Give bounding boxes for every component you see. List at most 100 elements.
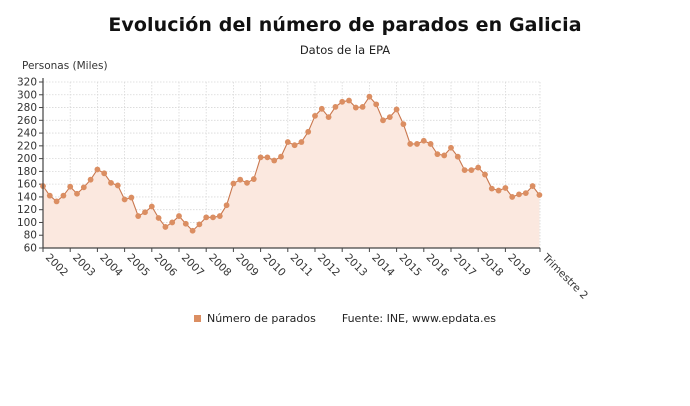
- y-tick-label: 80: [24, 230, 37, 242]
- data-point: [414, 141, 420, 147]
- data-point: [516, 191, 522, 198]
- data-point: [135, 213, 142, 219]
- x-tick-label: 2010: [260, 252, 287, 279]
- x-tick-label: 2007: [179, 252, 206, 279]
- y-tick-label: 260: [17, 115, 37, 127]
- data-point: [373, 101, 380, 108]
- data-point: [502, 185, 509, 191]
- data-point: [94, 166, 101, 173]
- y-tick-label: 60: [24, 243, 37, 255]
- data-point: [230, 180, 237, 187]
- data-point: [298, 139, 305, 145]
- data-point: [536, 192, 543, 198]
- x-tick-label: 2016: [424, 252, 452, 280]
- y-tick-label: 220: [17, 140, 37, 152]
- data-point: [420, 137, 427, 144]
- x-tick-label: 2003: [70, 252, 97, 279]
- data-point: [189, 227, 196, 234]
- source-note: Fuente: INE, www.epdata.es: [341, 312, 496, 325]
- data-point: [264, 154, 271, 161]
- data-point: [488, 185, 495, 192]
- x-tick-label: 2002: [43, 252, 70, 279]
- legend-label: Número de parados: [206, 312, 316, 325]
- data-point: [305, 128, 312, 135]
- data-point: [400, 121, 407, 128]
- x-tick-label: 2018: [478, 252, 505, 279]
- data-point: [325, 114, 332, 121]
- data-point: [284, 139, 291, 145]
- x-tick-label: 2015: [396, 252, 423, 279]
- y-tick-label: 240: [17, 128, 37, 140]
- data-point: [312, 112, 318, 119]
- data-point: [121, 196, 128, 203]
- data-point: [482, 171, 488, 178]
- data-point: [203, 214, 210, 221]
- data-point: [454, 153, 461, 160]
- data-point: [441, 152, 448, 159]
- x-tick-label: 2006: [152, 252, 180, 280]
- data-point: [509, 194, 516, 200]
- y-tick-label: 280: [17, 102, 37, 114]
- data-point: [114, 182, 121, 189]
- data-point: [257, 154, 264, 161]
- y-tick-label: 300: [17, 89, 37, 101]
- data-point: [155, 215, 162, 221]
- data-point: [237, 176, 244, 183]
- data-point: [87, 176, 94, 183]
- data-point: [495, 187, 502, 194]
- y-tick-label: 100: [17, 217, 37, 229]
- data-point: [448, 144, 454, 151]
- data-point: [529, 183, 536, 189]
- data-point: [352, 104, 359, 111]
- data-point: [60, 192, 67, 199]
- data-point: [427, 141, 434, 147]
- x-tick-label: 2009: [233, 252, 260, 279]
- data-point: [250, 176, 257, 182]
- data-point: [434, 151, 441, 158]
- data-point: [346, 97, 352, 104]
- y-tick-label: 160: [17, 179, 37, 191]
- data-point: [407, 141, 414, 147]
- y-tick-label: 120: [17, 204, 37, 216]
- x-tick-label: 2008: [206, 252, 233, 279]
- data-point: [67, 183, 74, 190]
- data-point: [475, 164, 482, 171]
- x-tick-label: Trimestre 2: [539, 251, 590, 302]
- x-tick-label: 2019: [505, 252, 532, 279]
- chart-subtitle: Datos de la EPA: [299, 43, 391, 57]
- legend-square-icon: [193, 315, 201, 322]
- data-point: [176, 213, 182, 219]
- data-point: [216, 213, 223, 219]
- data-point: [461, 167, 468, 174]
- y-tick-label: 320: [17, 77, 37, 89]
- data-point: [522, 190, 529, 196]
- data-point: [223, 202, 230, 209]
- data-point: [128, 194, 135, 201]
- area-fill: [43, 96, 540, 248]
- data-point: [53, 198, 60, 205]
- data-point: [148, 203, 155, 210]
- data-point: [271, 157, 278, 164]
- y-axis-label: Personas (Miles): [22, 60, 108, 72]
- data-point: [380, 117, 386, 124]
- data-point: [210, 214, 216, 221]
- data-point: [468, 167, 475, 174]
- data-point: [108, 179, 114, 186]
- x-tick-label: 2012: [315, 252, 342, 279]
- data-point: [339, 98, 346, 105]
- x-tick-label: 2004: [97, 252, 125, 280]
- data-point: [278, 153, 284, 160]
- data-point: [142, 209, 148, 216]
- data-point: [366, 93, 373, 100]
- x-tick-label: 2011: [288, 252, 315, 279]
- data-point: [101, 170, 108, 177]
- data-point: [318, 105, 325, 112]
- data-point: [393, 106, 400, 113]
- data-point: [386, 114, 393, 121]
- data-point: [359, 104, 366, 110]
- x-tick-label: 2013: [342, 252, 369, 279]
- data-point: [46, 192, 53, 199]
- x-tick-label: 2014: [369, 252, 397, 280]
- data-point: [182, 220, 189, 227]
